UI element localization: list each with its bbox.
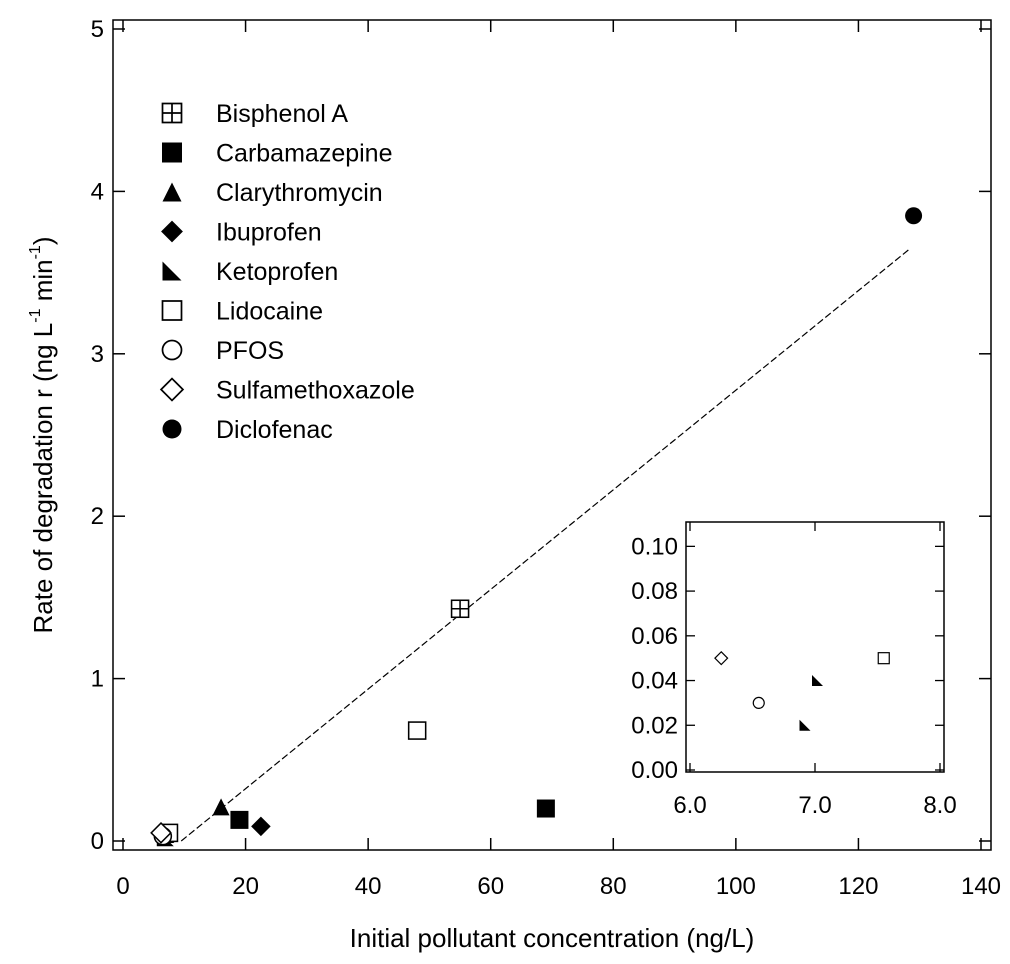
inset-data-point [812,675,823,687]
inset-x-tick-label: 7.0 [798,792,831,819]
legend-label: PFOS [216,337,284,365]
inset-data-point [714,651,729,666]
data-point [536,799,555,818]
x-tick-label: 100 [716,873,756,900]
legend-label: Lidocaine [216,298,323,326]
main-fit-line-group [180,247,911,842]
legend-label: Diclofenac [216,416,333,444]
x-tick-label: 140 [961,873,1001,900]
legend-marker [161,220,183,243]
legend: Bisphenol A Carbamazepine Clarythromycin Ib… [159,100,415,444]
inset-y-tick-label: 0.08 [631,578,678,605]
inset-y-tick-label: 0.10 [631,533,678,560]
y-axis-title-exp1: -1 [27,308,44,322]
y-axis-title: Rate of degradation r (ng L-1 min-1) [27,236,58,633]
x-tick-label: 20 [232,873,259,900]
legend-label: Ibuprofen [216,219,322,247]
legend-label: Bisphenol A [216,100,348,128]
y-tick-label: 4 [91,178,104,205]
main-points [150,207,923,847]
inset-y-tick-label: 0.06 [631,623,678,650]
legend-marker [159,377,185,402]
inset-points [714,651,890,731]
inset-background [686,522,944,772]
legend-label: Sulfamethoxazole [216,377,415,405]
legend-marker [161,339,183,361]
legend-marker [161,300,183,321]
y-tick-label: 3 [91,341,104,368]
legend-marker [162,142,182,163]
legend-label: Ketoprofen [216,258,338,286]
x-tick-label: 80 [600,873,627,900]
inset-data-point [752,696,765,710]
y-tick-label: 2 [91,503,104,530]
y-tick-label: 0 [91,828,104,855]
inset-x-tick-label: 6.0 [673,792,706,819]
y-axis-title-mid: min [28,259,58,308]
inset-x-tick-label: 8.0 [923,792,956,819]
inset-y-tick-label: 0.04 [631,668,678,695]
y-tick-label: 5 [91,16,104,43]
inset-y-tick-label: 0.00 [631,757,678,784]
inset-y-tick-label: 0.02 [631,712,678,739]
data-point [905,207,923,225]
y-axis-title-main: Rate of degradation r (ng L [28,323,58,634]
data-point [251,816,271,837]
legend-marker [162,182,182,202]
data-point [150,822,172,844]
data-point [212,798,230,816]
main-plot-frame [112,19,992,851]
main-ticks: 0 20 40 60 80 100 120 140 0 1 2 3 4 5 [91,16,1001,900]
inset-data-point [799,719,811,731]
x-tick-label: 40 [355,873,382,900]
x-tick-label: 60 [477,873,504,900]
y-axis-title-exp2: -1 [27,245,44,259]
inset-data-point [877,652,890,665]
inset-ticks: 6.0 7.0 8.0 0.00 0.02 0.04 0.06 0.08 0.10 [631,522,957,819]
x-tick-label: 120 [838,873,878,900]
data-point [230,810,249,829]
legend-marker [161,102,183,124]
data-point [407,721,427,740]
legend-marker [162,419,182,439]
x-tick-label: 0 [116,873,129,900]
legend-marker [162,261,182,281]
y-axis-title-end: ) [28,236,58,245]
data-point [450,599,470,619]
x-axis-title: Initial pollutant concentration (ng/L) [350,923,755,953]
fit-line [180,247,911,842]
legend-label: Clarythromycin [216,179,383,207]
y-tick-label: 1 [91,666,104,693]
legend-label: Carbamazepine [216,140,393,168]
